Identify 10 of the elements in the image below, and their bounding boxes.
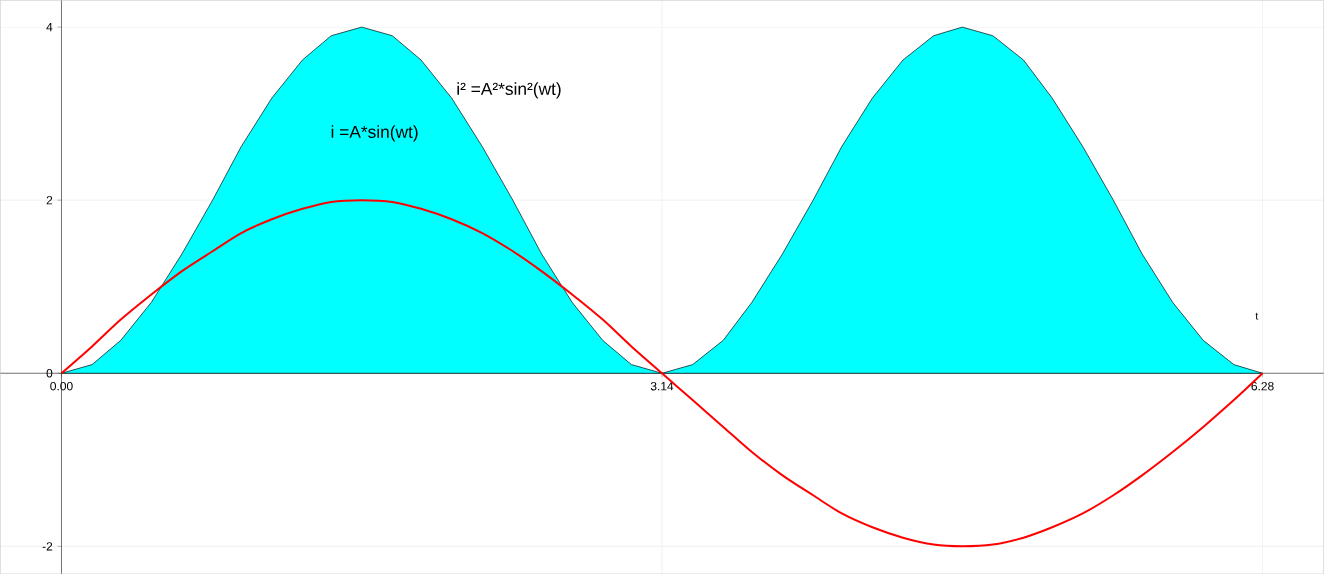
y-tick-label: 0 [46, 368, 53, 378]
x-axis-title: t [1255, 312, 1259, 320]
annotation: i² =A²*sin²(wt) [457, 82, 561, 99]
y-tick-label: 4 [46, 22, 53, 32]
x-tick-label: 3.14 [650, 381, 674, 391]
y-tick-label: 2 [46, 195, 53, 205]
x-tick-label: 0.00 [50, 381, 73, 391]
x-tick-label: 6.28 [1251, 381, 1274, 391]
y-tick-label: -2 [42, 542, 53, 551]
annotation: i =A*sin(wt) [331, 125, 418, 142]
